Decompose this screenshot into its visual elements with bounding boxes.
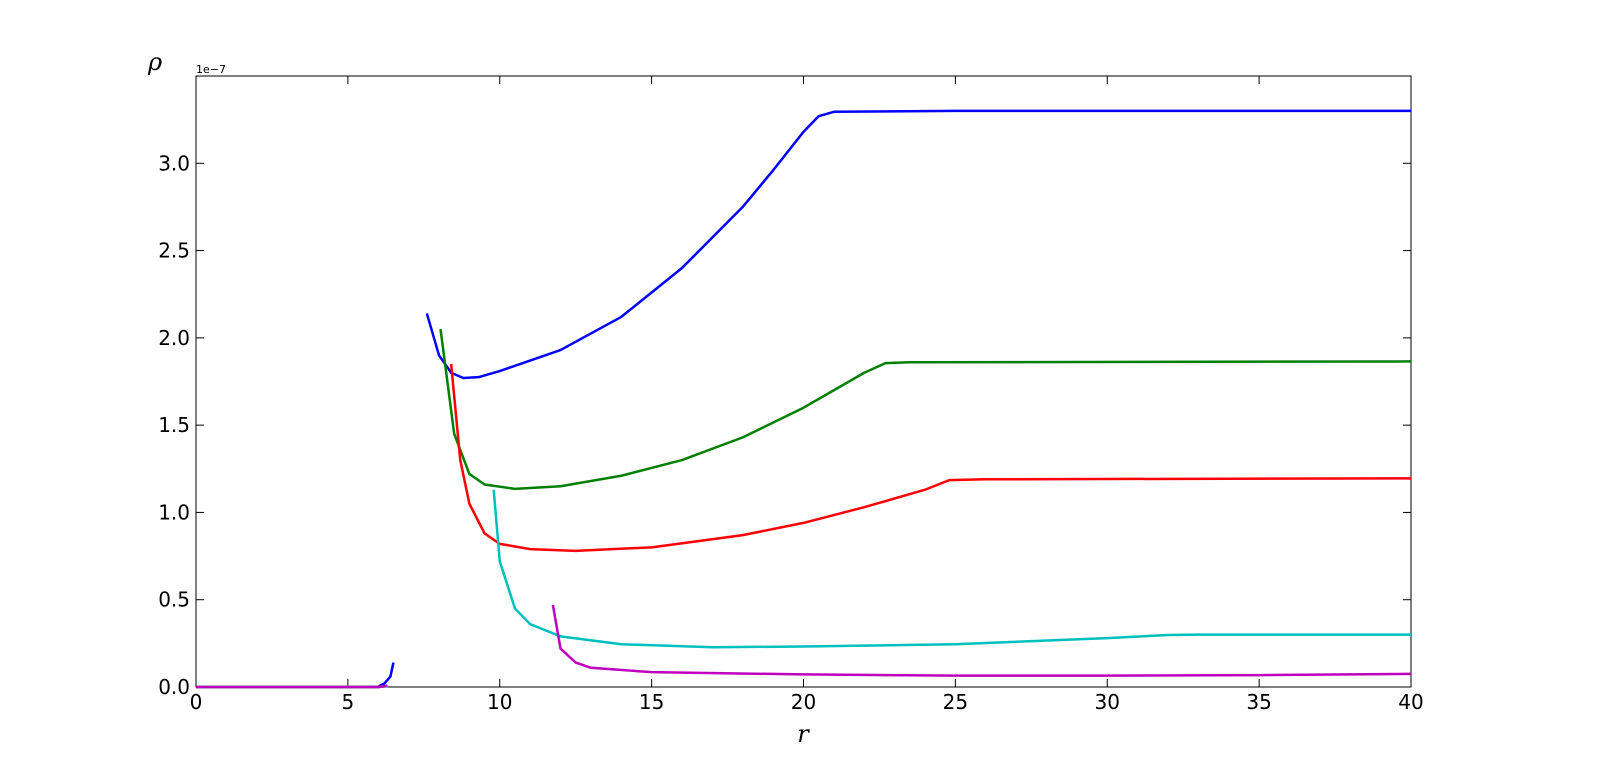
x-tick-label: 15 xyxy=(639,690,664,714)
x-tick-label: 35 xyxy=(1246,690,1271,714)
y-tick-label: 1.0 xyxy=(158,500,190,524)
plot-frame xyxy=(195,75,1412,688)
x-axis-label: r xyxy=(797,720,810,748)
data-line xyxy=(196,604,1412,689)
y-offset-label: 1e−7 xyxy=(196,63,226,76)
x-tick-label: 0 xyxy=(190,690,203,714)
data-line xyxy=(196,363,1412,689)
data-line xyxy=(196,489,1411,689)
y-tick-label: 2.5 xyxy=(158,239,190,263)
data-line xyxy=(196,328,1412,689)
y-axis-label: ρ xyxy=(147,48,162,76)
x-tick-label: 40 xyxy=(1398,690,1423,714)
y-tick-label: 0.5 xyxy=(158,588,190,612)
x-tick-label: 5 xyxy=(342,690,355,714)
y-tick-label: 3.0 xyxy=(158,151,190,175)
x-tick-label: 25 xyxy=(943,690,968,714)
x-tick-label: 10 xyxy=(487,690,512,714)
x-tick-label: 20 xyxy=(791,690,816,714)
y-tick-label: 1.5 xyxy=(158,413,190,437)
y-tick-label: 2.0 xyxy=(158,326,190,350)
x-tick-label: 30 xyxy=(1095,690,1120,714)
data-line xyxy=(196,109,1411,689)
y-tick-label: 0.0 xyxy=(158,675,190,699)
